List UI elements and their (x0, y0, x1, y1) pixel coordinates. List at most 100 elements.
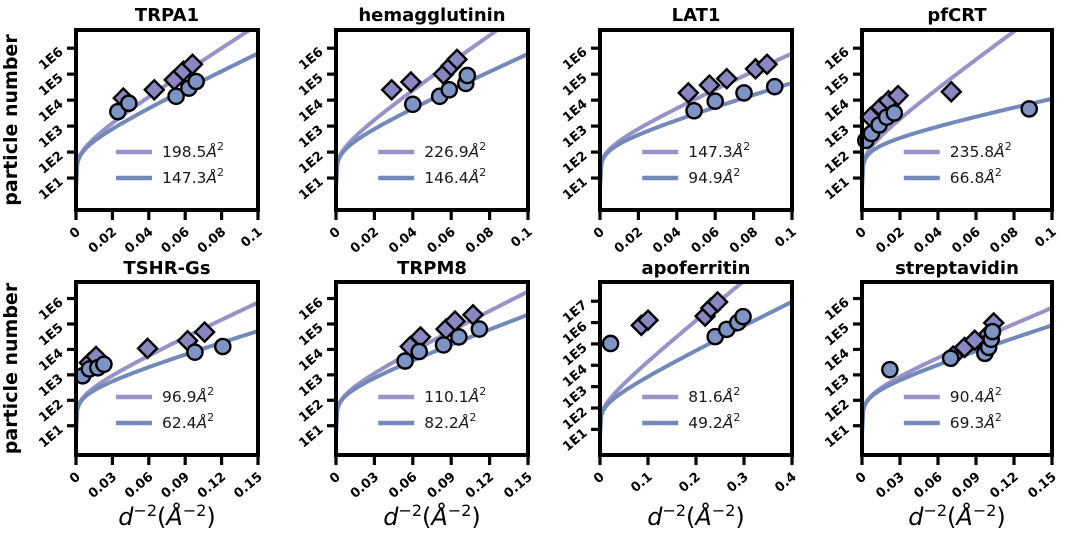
x-tick-label: 0.08 (987, 225, 1021, 255)
x-tick-label: 0.12 (463, 470, 497, 502)
x-tick-label: 0.08 (727, 225, 761, 255)
x-tick-label: 0.1 (508, 225, 535, 251)
x-tick-label: 0 (327, 225, 344, 242)
x-tick-label: 0.06 (425, 225, 459, 255)
x-tick-label: 0.15 (501, 470, 535, 502)
data-point-diamond (136, 337, 159, 360)
y-tick-label: 1E3 (296, 123, 326, 152)
y-tick-label: 1E4 (36, 97, 66, 126)
legend-label: 49.2Å2 (688, 411, 740, 432)
diamond-markers (630, 290, 729, 337)
x-ticks: 0 0.03 0.06 0.09 0.12 0.15 (327, 457, 536, 502)
data-point-circle (187, 72, 205, 91)
legend: 110.1Å2 82.2Å2 (378, 385, 486, 432)
x-tick-label: 0 (67, 225, 84, 242)
legend: 198.5Å2 147.3Å2 (116, 140, 224, 187)
legend-label: 69.3Å2 (950, 411, 1002, 432)
fit-curves (76, 30, 258, 189)
axes-spines (598, 280, 794, 457)
data-point-diamond (399, 70, 423, 94)
data-point-circle (186, 343, 204, 361)
data-point-circle (440, 80, 459, 99)
axes-spines (598, 28, 794, 212)
x-tick-label: 0.03 (873, 470, 907, 502)
y-tick-label: 1E1 (560, 175, 590, 204)
y-tick-label: 1E2 (560, 405, 590, 434)
legend-label: 147.3Å2 (162, 166, 224, 187)
y-tick-label: 1E3 (560, 123, 590, 152)
data-point-circle (458, 66, 477, 85)
data-point-diamond (706, 290, 729, 314)
x-tick-label: 0 (591, 225, 608, 242)
data-point-circle (410, 342, 428, 361)
fit-curve-96.9Å² (76, 300, 258, 434)
x-tick-label: 0.09 (949, 470, 983, 502)
data-point-circle (450, 328, 468, 346)
diamond-markers (399, 303, 485, 358)
x-tick-label: 0 (67, 470, 84, 487)
x-tick-label: 0.04 (650, 225, 684, 255)
y-tick-label: 1E2 (822, 397, 852, 426)
fit-curves (862, 30, 1052, 189)
x-ticks: 0 0.03 0.06 0.09 0.12 0.15 (67, 457, 266, 502)
x-ticks: 0 0.02 0.04 0.06 0.08 0.1 (67, 212, 266, 255)
y-tick-label: 1E3 (822, 123, 852, 152)
subplot-streptavidin: 0 0.03 0.06 0.09 0.12 0.151E11E21E31E41E51E6s… (822, 258, 1059, 531)
legend: 96.9Å2 62.4Å2 (116, 385, 214, 432)
fit-curve-81.6Å² (600, 282, 746, 436)
y-tick-label: 1E4 (560, 97, 590, 126)
x-axis-label: d−2(Å−2) (383, 501, 481, 531)
y-tick-label: 1E2 (36, 397, 66, 426)
x-tick-label: 0.1 (628, 470, 655, 496)
x-tick-label: 0.12 (195, 470, 229, 502)
x-tick-label: 0.04 (911, 225, 945, 255)
data-point-circle (95, 355, 113, 374)
x-ticks: 0 0.02 0.04 0.06 0.08 0.1 (591, 212, 800, 255)
x-tick-label: 0.09 (159, 470, 193, 502)
legend-label: 235.8Å2 (950, 140, 1012, 161)
legend: 147.3Å2 94.9Å2 (642, 140, 750, 187)
plot-title: TSHR-Gs (123, 258, 210, 279)
y-tick-label: 1E2 (560, 149, 590, 178)
legend-label: 66.8Å2 (950, 166, 1002, 187)
y-tick-label: 1E3 (560, 383, 590, 412)
data-point-diamond (380, 78, 403, 101)
y-tick-label: 1E5 (296, 71, 326, 100)
data-point-diamond (143, 78, 166, 101)
data-point-circle (167, 87, 185, 106)
y-tick-label: 1E1 (822, 175, 852, 204)
data-point-circle (885, 104, 904, 122)
x-tick-label: 0.02 (873, 225, 907, 255)
circle-markers (73, 337, 232, 385)
data-point-diamond (715, 67, 738, 90)
plot-title: pfCRT (927, 5, 987, 26)
legend-label: 94.9Å2 (688, 166, 740, 187)
plot-title: TRPA1 (135, 5, 199, 26)
x-axis-label: d−2(Å−2) (118, 501, 216, 531)
data-point-circle (685, 101, 703, 120)
x-tick-label: 0.2 (676, 470, 703, 496)
fit-curve-147.3Å² (76, 51, 258, 189)
y-tick-label: 1E4 (822, 97, 852, 126)
plot-title: apoferritin (642, 258, 751, 279)
subplot-TSHR-Gs: 0 0.03 0.06 0.09 0.12 0.151E11E21E31E41E51E6T… (0, 258, 266, 531)
fit-curves (600, 282, 792, 436)
y-tick-label: 1E6 (822, 45, 852, 74)
y-tick-label: 1E2 (822, 149, 852, 178)
y-tick-label: 1E1 (296, 422, 326, 451)
fit-curve-110.1Å² (336, 289, 528, 434)
x-ticks: 0 0.02 0.04 0.06 0.08 0.1 (327, 212, 536, 255)
data-point-circle (735, 84, 753, 102)
data-point-diamond (445, 48, 469, 71)
y-tick-label: 1E5 (822, 321, 852, 350)
legend-label: 62.4Å2 (162, 411, 214, 432)
y-tick-label: 1E6 (296, 45, 326, 74)
circle-markers (881, 322, 1002, 379)
y-tick-label: 1E4 (296, 346, 326, 375)
y-tick-label: 1E5 (560, 341, 590, 370)
